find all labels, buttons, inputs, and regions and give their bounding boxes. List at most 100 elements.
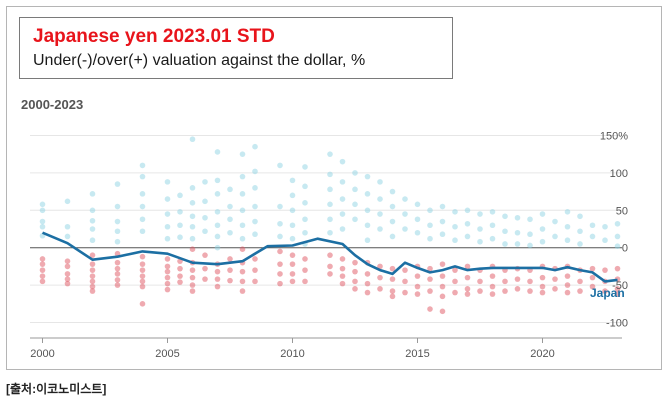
scatter-point	[252, 256, 258, 262]
scatter-point	[164, 286, 171, 293]
series-label-japan: Japan	[590, 286, 625, 300]
scatter-point	[614, 220, 621, 227]
scatter-point	[339, 158, 346, 165]
scatter-point	[439, 218, 446, 225]
scatter-point	[527, 242, 533, 249]
scatter-point	[489, 208, 496, 215]
chart-title: Japanese yen 2023.01 STD	[33, 26, 275, 47]
scatter-point	[514, 286, 521, 292]
scatter-point	[302, 216, 308, 223]
scatter-point	[564, 237, 571, 244]
scatter-point	[552, 276, 558, 282]
scatter-point	[414, 291, 421, 297]
scatter-point	[377, 179, 383, 185]
scatter-point	[239, 222, 246, 229]
scatter-point	[452, 223, 458, 230]
y-tick-label: -100	[606, 318, 628, 330]
scatter-point	[402, 267, 408, 273]
scatter-point	[239, 173, 246, 180]
scatter-point	[239, 191, 246, 197]
scatter-point	[139, 273, 146, 279]
scatter-point	[477, 288, 483, 294]
y-axis-ticks: 150% 100 50 0 -50 -100	[600, 130, 628, 329]
x-tick-label: 2005	[155, 348, 179, 360]
scatter-point	[389, 218, 396, 225]
scatter-point	[352, 286, 358, 292]
scatter-point	[164, 256, 171, 262]
scatter-point	[452, 289, 458, 296]
scatter-point	[114, 271, 121, 277]
scatter-point	[452, 267, 458, 273]
scatter-point	[614, 291, 621, 297]
scatter-point	[289, 261, 296, 267]
x-tick-label: 2010	[280, 348, 304, 360]
scatter-point	[502, 228, 508, 235]
scatter-point	[289, 278, 296, 285]
scatter-point	[464, 263, 471, 270]
scatter-point	[139, 191, 146, 197]
scatter-point	[614, 243, 621, 250]
scatter-point	[252, 143, 258, 150]
scatter-point	[439, 273, 446, 279]
scatter-point	[377, 263, 383, 270]
scatter-point	[589, 274, 596, 281]
scatter-point	[439, 308, 446, 315]
scatter-point	[302, 278, 308, 285]
scatter-point	[39, 267, 46, 273]
scatter-point	[427, 235, 433, 242]
chart-subtitle: Under(-)/over(+) valuation against the d…	[33, 52, 366, 69]
scatter-point	[464, 274, 471, 281]
scatter-point	[239, 151, 246, 157]
scatter-point	[277, 248, 283, 255]
scatter-point	[402, 226, 408, 232]
scatter-point	[189, 282, 196, 288]
scatter-point	[327, 171, 333, 178]
scatter-point	[114, 277, 121, 283]
scatter-point	[39, 278, 46, 285]
scatter-point	[402, 278, 408, 285]
scatter-point	[177, 265, 183, 272]
scatter-point	[302, 183, 308, 190]
scatter-point	[189, 274, 196, 281]
scatter-point	[589, 233, 596, 240]
scatter-point	[402, 196, 408, 202]
scatter-point	[164, 211, 171, 217]
scatter-point	[239, 246, 246, 252]
x-tick-label: 2020	[530, 348, 554, 360]
scatter-point	[214, 177, 221, 184]
scatter-point	[502, 241, 508, 247]
scatter-point	[139, 253, 146, 260]
scatter-point	[139, 216, 146, 223]
scatter-point	[139, 261, 146, 267]
scatter-point	[402, 289, 408, 296]
scatter-point	[114, 203, 121, 210]
scatter-point	[302, 200, 308, 206]
figure-frame	[6, 6, 662, 370]
scatter-point	[302, 229, 308, 236]
x-axis-ticks: 2000 2005 2010 2015 2020	[30, 338, 555, 360]
scatter-point	[227, 256, 233, 262]
scatter-point	[552, 233, 558, 240]
scatter-point	[464, 233, 471, 240]
scatter-point	[352, 201, 358, 208]
scatter-point	[352, 259, 358, 266]
scatter-point	[564, 282, 571, 288]
scatter-point	[352, 186, 358, 193]
scatter-point	[339, 196, 346, 202]
scatter-point	[227, 186, 233, 193]
scatter-point	[427, 276, 433, 282]
y-tick-label: -50	[612, 280, 628, 292]
scatter-point	[602, 267, 608, 273]
scatter-point	[527, 216, 533, 223]
scatter-point	[214, 233, 221, 240]
scatter-point	[214, 268, 221, 275]
scatter-point	[189, 136, 196, 143]
scatter-point	[214, 244, 221, 251]
scatter-point	[289, 252, 296, 258]
scatter-point	[214, 283, 221, 290]
scatter-point	[239, 268, 246, 275]
scatter-point	[389, 288, 396, 294]
period-label: 2000-2023	[21, 97, 84, 112]
scatter-point	[139, 162, 146, 169]
scatter-point	[352, 268, 358, 275]
